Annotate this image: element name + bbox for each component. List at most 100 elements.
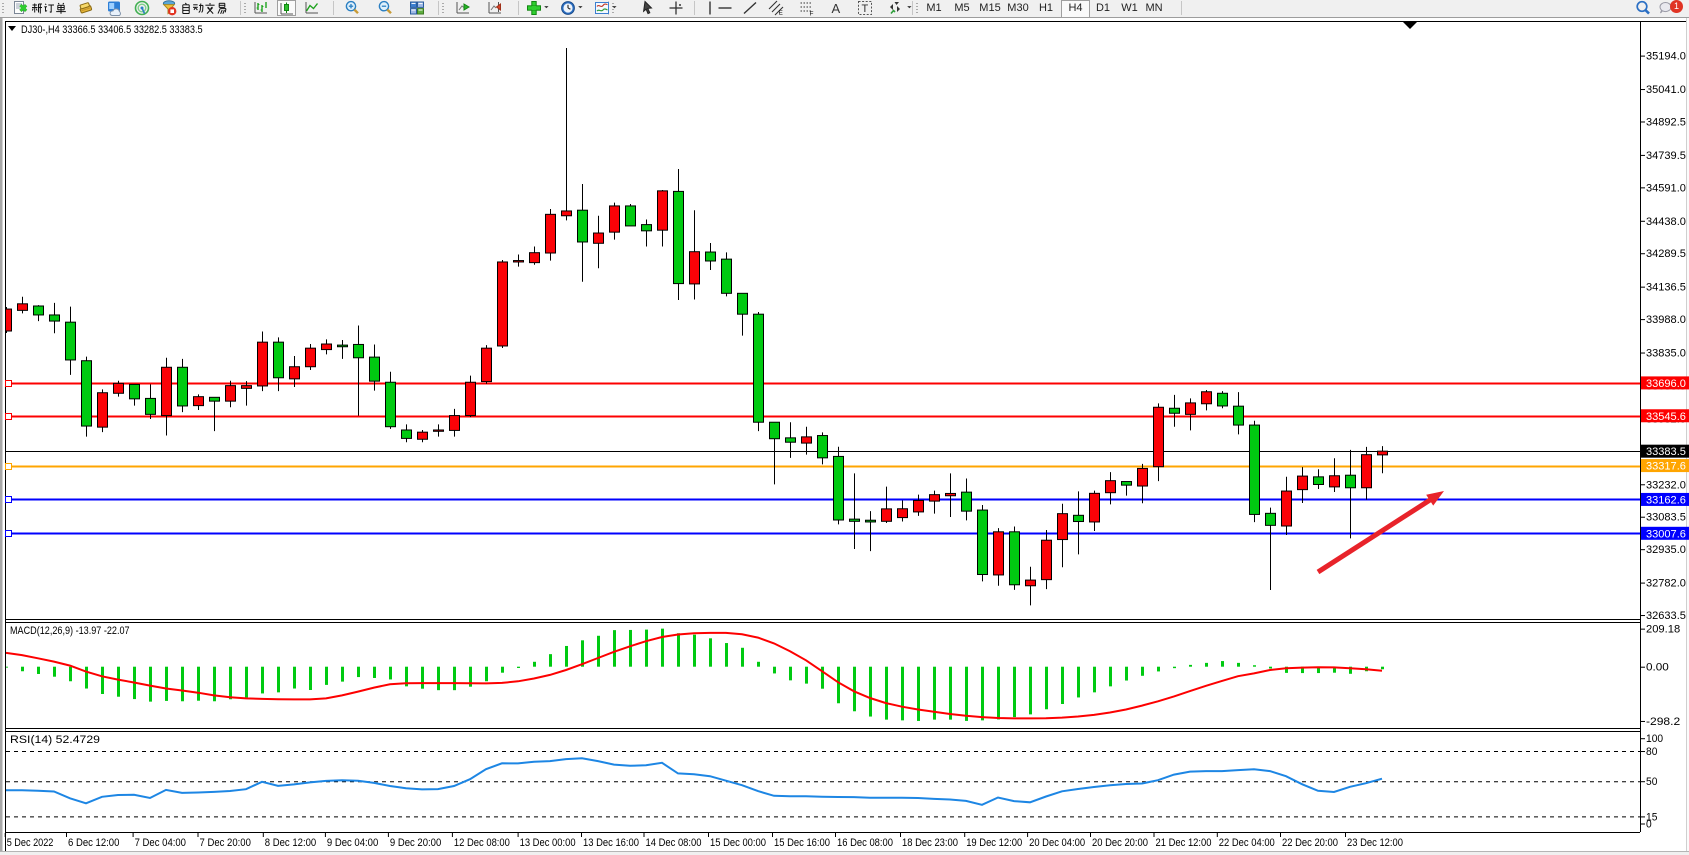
cursor-button[interactable] bbox=[640, 0, 657, 16]
time-tick-label: 20 Dec 20:00 bbox=[1092, 837, 1148, 849]
crosshair-button[interactable] bbox=[668, 0, 685, 16]
bar-chart-mode-button[interactable] bbox=[253, 0, 270, 16]
arrows-button[interactable] bbox=[887, 0, 915, 16]
candle bbox=[1153, 403, 1164, 482]
timeframe-M1[interactable]: M1 bbox=[926, 2, 942, 14]
search-button[interactable] bbox=[1635, 0, 1652, 16]
price-tick-label: 34739.5 bbox=[1646, 150, 1686, 162]
hline-marker[interactable] bbox=[5, 496, 12, 503]
candle bbox=[209, 396, 220, 432]
timeframe-M30[interactable]: M30 bbox=[1007, 2, 1029, 14]
timeframe-M5[interactable]: M5 bbox=[954, 2, 970, 14]
candle bbox=[529, 246, 540, 265]
new-order-label bbox=[32, 2, 66, 14]
community-button[interactable] bbox=[106, 0, 123, 16]
hline-marker[interactable] bbox=[5, 380, 12, 387]
toolbar-grip bbox=[244, 2, 247, 14]
timeframe-M15[interactable]: M15 bbox=[979, 2, 1001, 14]
candle bbox=[417, 429, 428, 443]
svg-text:E: E bbox=[779, 10, 784, 17]
toolbar-grip bbox=[612, 2, 615, 14]
window-bottom-edge bbox=[0, 851, 1689, 855]
candle bbox=[801, 426, 812, 455]
pane-borders bbox=[0, 21, 1689, 852]
vline-icon bbox=[709, 1, 711, 15]
equidistant-channel-button[interactable]: E bbox=[768, 0, 786, 16]
candle bbox=[33, 305, 44, 322]
timeframe-H4[interactable]: H4 bbox=[1061, 0, 1090, 18]
cursor-icon bbox=[642, 0, 653, 15]
text-a-icon: A bbox=[832, 1, 841, 16]
symbol-dropdown-icon[interactable] bbox=[8, 26, 16, 31]
horizontal-line-button[interactable] bbox=[717, 0, 734, 16]
candle bbox=[881, 486, 892, 524]
signals-icon bbox=[134, 0, 150, 16]
candle bbox=[657, 189, 668, 247]
candle bbox=[1329, 458, 1340, 493]
macd-label: MACD(12,26,9) -13.97 -22.07 bbox=[10, 625, 130, 637]
trendline-button[interactable] bbox=[742, 0, 759, 16]
hline-marker[interactable] bbox=[5, 413, 12, 420]
market-watch-button[interactable] bbox=[78, 0, 95, 16]
price-axis: 35194.0 35041.0 34892.5 34739.5 34591.0 34438… bbox=[1641, 51, 1689, 622]
time-tick-label: 8 Dec 12:00 bbox=[265, 837, 316, 849]
dropdown-arrow-icon bbox=[907, 6, 912, 9]
rsi-axis-label: 0 bbox=[1646, 819, 1652, 831]
tile-windows-button[interactable] bbox=[409, 0, 426, 16]
vertical-line-button[interactable] bbox=[702, 0, 719, 16]
candle bbox=[833, 446, 844, 525]
macd-axis-label: 0.00 bbox=[1646, 662, 1669, 674]
chart-shift-marker[interactable] bbox=[1403, 22, 1417, 29]
candle bbox=[993, 528, 1004, 586]
price-line-label: 33007.6 bbox=[1646, 528, 1686, 540]
price-tick-label: 33835.0 bbox=[1646, 348, 1686, 360]
candle bbox=[1377, 446, 1388, 474]
candle bbox=[1025, 566, 1036, 606]
notifications-button[interactable]: 1 bbox=[1658, 0, 1688, 16]
zoom-out-button[interactable] bbox=[377, 0, 394, 16]
periods-button[interactable] bbox=[560, 0, 586, 16]
candle bbox=[705, 242, 716, 271]
timeframe-D1[interactable]: D1 bbox=[1095, 2, 1111, 14]
price-tick-label: 32633.5 bbox=[1646, 610, 1686, 622]
candle bbox=[241, 381, 252, 406]
toolbar-separator bbox=[912, 1, 913, 15]
price-tick-label: 33083.5 bbox=[1646, 512, 1686, 524]
window-right-edge bbox=[1686, 18, 1689, 855]
candle bbox=[337, 339, 348, 359]
candle bbox=[481, 345, 492, 384]
toolbar-separator bbox=[694, 1, 695, 15]
signals-button[interactable] bbox=[134, 0, 151, 16]
zoom-out-icon bbox=[378, 0, 392, 15]
price-tick-label: 33988.0 bbox=[1646, 314, 1686, 326]
timeframe-MN[interactable]: MN bbox=[1145, 2, 1163, 14]
new-chart-button[interactable] bbox=[526, 0, 552, 16]
text-button[interactable]: A bbox=[828, 0, 845, 16]
line-chart-mode-button[interactable] bbox=[304, 0, 321, 16]
channel-icon: E bbox=[768, 0, 784, 16]
new-order-button[interactable] bbox=[10, 0, 70, 16]
fibonacci-button[interactable]: F bbox=[799, 0, 817, 16]
autotrading-button[interactable] bbox=[161, 0, 233, 16]
templates-button[interactable] bbox=[594, 0, 620, 16]
annotation-arrow-head[interactable] bbox=[1426, 491, 1444, 506]
timeframe-W1[interactable]: W1 bbox=[1121, 2, 1138, 14]
chart-shift-button[interactable] bbox=[487, 0, 504, 16]
annotation-arrow-line[interactable] bbox=[1316, 496, 1434, 575]
candle bbox=[577, 183, 588, 282]
text-label-button[interactable]: T bbox=[857, 0, 874, 16]
candle bbox=[321, 339, 332, 355]
hline-marker[interactable] bbox=[5, 463, 12, 470]
candle bbox=[497, 260, 508, 349]
candle-chart-mode-button[interactable] bbox=[277, 0, 296, 16]
timeframe-H1[interactable]: H1 bbox=[1038, 2, 1054, 14]
hline-marker[interactable] bbox=[5, 530, 12, 537]
time-tick-label: 16 Dec 08:00 bbox=[837, 837, 893, 849]
zoom-in-button[interactable] bbox=[344, 0, 361, 16]
candle bbox=[961, 478, 972, 521]
auto-scroll-button[interactable] bbox=[455, 0, 472, 16]
candle bbox=[689, 210, 700, 300]
candles bbox=[6, 47, 1388, 606]
